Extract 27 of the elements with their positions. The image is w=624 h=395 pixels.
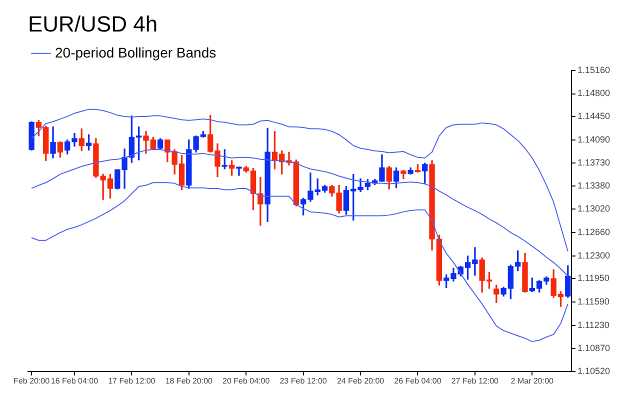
y-tick-label: 1.10520	[577, 366, 610, 376]
y-tick-label: 1.13730	[577, 158, 610, 168]
y-tick-label: 1.10870	[577, 343, 610, 354]
y-tick-label: 1.12660	[577, 227, 610, 238]
x-tick-label: 23 Feb 12:00	[280, 376, 328, 386]
y-tick-label: 1.14800	[577, 88, 610, 98]
y-tick-label: 1.11950	[577, 273, 610, 284]
x-tick-label: Feb 20:00	[14, 376, 50, 386]
x-tick-label: 26 Feb 04:00	[394, 376, 442, 386]
y-tick-label: 1.14450	[577, 110, 610, 121]
y-tick-label: 1.11590	[577, 296, 610, 306]
x-tick-label: 2 Mar 20:00	[510, 376, 554, 386]
x-tick-label: 18 Feb 20:00	[165, 376, 214, 386]
x-tick-label: 24 Feb 20:00	[336, 376, 385, 386]
y-tick-label: 1.13020	[577, 204, 610, 214]
y-tick-label: 1.11230	[577, 320, 610, 330]
x-tick-label: 20 Feb 04:00	[222, 376, 270, 386]
y-tick-label: 1.12300	[577, 250, 610, 260]
y-tick-label: 1.15160	[577, 64, 610, 75]
x-tick-label: 16 Feb 04:00	[50, 376, 99, 386]
legend-label: 20-period Bollinger Bands	[55, 44, 216, 60]
x-tick-label: 27 Feb 12:00	[451, 376, 500, 386]
candlestick	[236, 166, 242, 176]
chart-title: EUR/USD 4h	[28, 11, 158, 36]
y-tick-label: 1.14090	[577, 134, 610, 144]
x-tick-label: 17 Feb 12:00	[108, 376, 156, 386]
y-tick-label: 1.13380	[577, 180, 610, 190]
